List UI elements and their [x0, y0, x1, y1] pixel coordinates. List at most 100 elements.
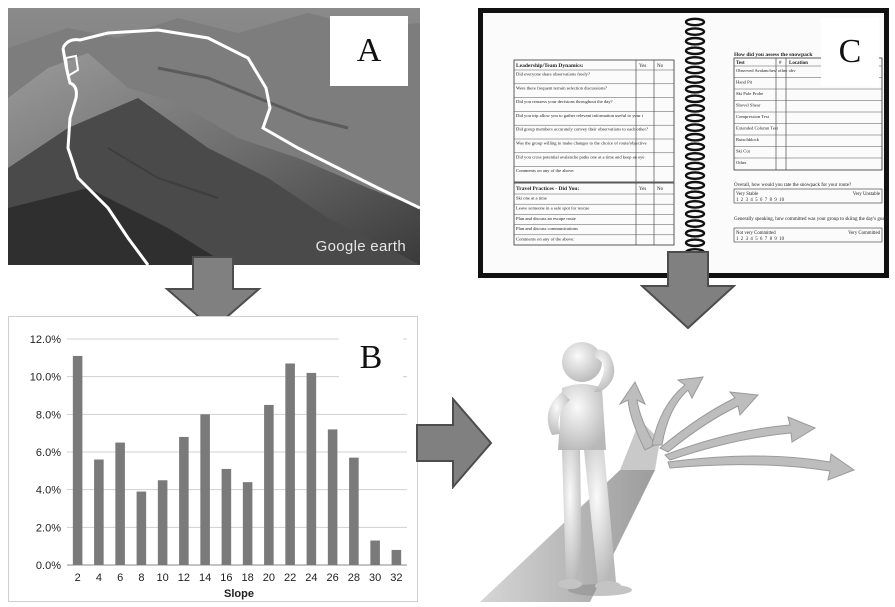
q2-scale: 1 2 3 4 5 6 7 8 9 10	[736, 237, 785, 242]
spiral-binding	[684, 17, 706, 267]
x-axis-label: Slope	[224, 588, 254, 600]
bar	[221, 468, 232, 565]
panel-b-label: B	[339, 329, 403, 387]
travel-table: Travel Practices - Did You: Yes No Ski o…	[513, 182, 675, 246]
form-row-text: Ski one at a time	[516, 196, 547, 201]
x-tick-label: 22	[284, 572, 296, 584]
y-tick-label: 6.0%	[36, 447, 61, 459]
x-tick-label: 4	[96, 572, 102, 584]
q2-text: Generally speaking, how committed was yo…	[734, 217, 889, 222]
slope-chart-panel: 0.0% 2.0% 4.0% 6.0% 8.0% 10.0% 12.0% 2 4 6 8 10 12 1…	[8, 316, 418, 602]
google-earth-watermark: Google earth	[315, 238, 406, 255]
down-arrow-icon	[164, 256, 262, 331]
x-tick-label: 16	[220, 572, 232, 584]
bar	[349, 457, 359, 565]
y-tick-label: 4.0%	[36, 485, 61, 497]
snowpack-table: How did you assess the snowpack Test # L…	[733, 52, 883, 171]
form-row-text: Did you cross potential avalanche paths …	[516, 154, 644, 159]
y-tick-label: 12.0%	[30, 334, 61, 346]
travel-no: No	[657, 187, 664, 192]
assess-header: How did you assess the snowpack	[734, 52, 813, 58]
x-tick-label: 28	[348, 572, 360, 584]
assess-row-text: Extended Column Test	[736, 126, 779, 131]
x-tick-label: 18	[242, 572, 254, 584]
assess-row-text: Observed Avalanches/ other obv	[736, 68, 796, 73]
form-row-text: Was the group willing to make changes to…	[516, 141, 647, 146]
assessment-form-panel: Leadership/Team Dynamics: Yes No Did eve…	[478, 8, 889, 278]
gps-track-path	[61, 28, 420, 210]
assess-row-text: Compression Test	[736, 114, 770, 119]
bar	[94, 459, 104, 565]
form-notebook: Leadership/Team Dynamics: Yes No Did eve…	[483, 13, 889, 273]
person-figure	[547, 342, 632, 596]
x-tick-label: 8	[138, 572, 144, 584]
form-row-text: Did everyone share observations freely?	[516, 72, 590, 77]
assess-row-text: Shovel Shear	[736, 103, 761, 108]
bar	[157, 480, 168, 565]
x-tick-label: 32	[390, 572, 402, 584]
assess-col-num: #	[779, 61, 782, 66]
y-tick-label: 10.0%	[30, 372, 61, 384]
leadership-table: Leadership/Team Dynamics: Yes No Did eve…	[513, 59, 675, 183]
y-tick-label: 2.0%	[36, 522, 61, 534]
x-tick-label: 20	[263, 572, 275, 584]
bar	[72, 355, 83, 565]
snowpack-rating: Overall, how would you rate the snowpack…	[733, 183, 883, 204]
form-row-text: Comments on any of the above:	[516, 236, 575, 241]
branch-arrows	[618, 376, 856, 481]
q1-text: Overall, how would you rate the snowpack…	[734, 183, 852, 188]
form-row-text: Were there frequent terrain selection di…	[516, 85, 607, 90]
x-tick-label: 24	[305, 572, 317, 584]
q1-left: Very Stable	[736, 192, 758, 197]
x-tick-label: 10	[157, 572, 169, 584]
x-tick-label: 6	[117, 572, 123, 584]
q1-scale: 1 2 3 4 5 6 7 8 9 10	[736, 198, 785, 203]
x-tick-label: 12	[178, 572, 190, 584]
leadership-header: Leadership/Team Dynamics:	[516, 63, 584, 69]
bar	[285, 363, 295, 565]
panel-a-label: A	[330, 16, 408, 86]
q2-right: Very Committed	[848, 231, 880, 236]
down-arrow-icon	[640, 251, 736, 330]
bar	[200, 414, 210, 565]
form-row-text: Did you reassess your decisions througho…	[516, 99, 613, 104]
bar	[136, 491, 147, 565]
x-tick-label: 26	[327, 572, 339, 584]
assess-col-loc: Location	[789, 61, 808, 66]
assess-row-text: Hand Pit	[736, 80, 753, 85]
form-row-text: Comments on any of the above:	[516, 168, 575, 173]
leadership-yes: Yes	[639, 64, 646, 69]
assess-row-text: Rutschblock	[736, 137, 760, 142]
bar	[242, 482, 253, 565]
commitment-rating: Generally speaking, how committed was yo…	[733, 217, 889, 243]
form-row-text: Did you trip allow you to gather relevan…	[516, 113, 644, 118]
decision-illustration	[470, 300, 895, 602]
form-row-text: Plan and discuss an escape route	[516, 216, 576, 221]
x-tick-label: 2	[75, 572, 81, 584]
assess-col-test: Test	[736, 61, 745, 66]
y-tick-label: 8.0%	[36, 409, 61, 421]
form-row-text: Plan and discuss communications	[516, 226, 578, 231]
panel-c-label: C	[821, 18, 879, 86]
x-tick-label: 30	[369, 572, 381, 584]
bar	[179, 436, 189, 565]
bar	[264, 404, 274, 565]
form-row-text: Did group members accurately convey thei…	[516, 127, 648, 132]
right-arrow-icon	[416, 397, 493, 489]
slope-bar-chart: 0.0%2.0%4.0%6.0%8.0%10.0%12.0% 2 4 6 8 10 12 1…	[30, 334, 407, 600]
assess-row-text: Ski Pole Probe	[736, 91, 763, 96]
form-row-text: Leave someone in a safe spot for rescue	[516, 206, 589, 211]
q2-left: Not very Committed	[736, 231, 776, 236]
leadership-no: No	[657, 64, 664, 69]
x-tick-label: 14	[199, 572, 211, 584]
y-tick-label: 0.0%	[36, 560, 61, 572]
bar	[391, 549, 402, 565]
q1-right: Very Unstable	[853, 192, 880, 197]
bar	[115, 442, 125, 565]
assess-row-text: Ski Cut	[736, 149, 751, 154]
terrain-photo-panel: A Google earth	[8, 8, 420, 265]
bar	[306, 372, 317, 565]
bar	[327, 429, 338, 565]
assess-row-text: Other	[736, 160, 747, 165]
decision-person-icon	[480, 342, 856, 602]
